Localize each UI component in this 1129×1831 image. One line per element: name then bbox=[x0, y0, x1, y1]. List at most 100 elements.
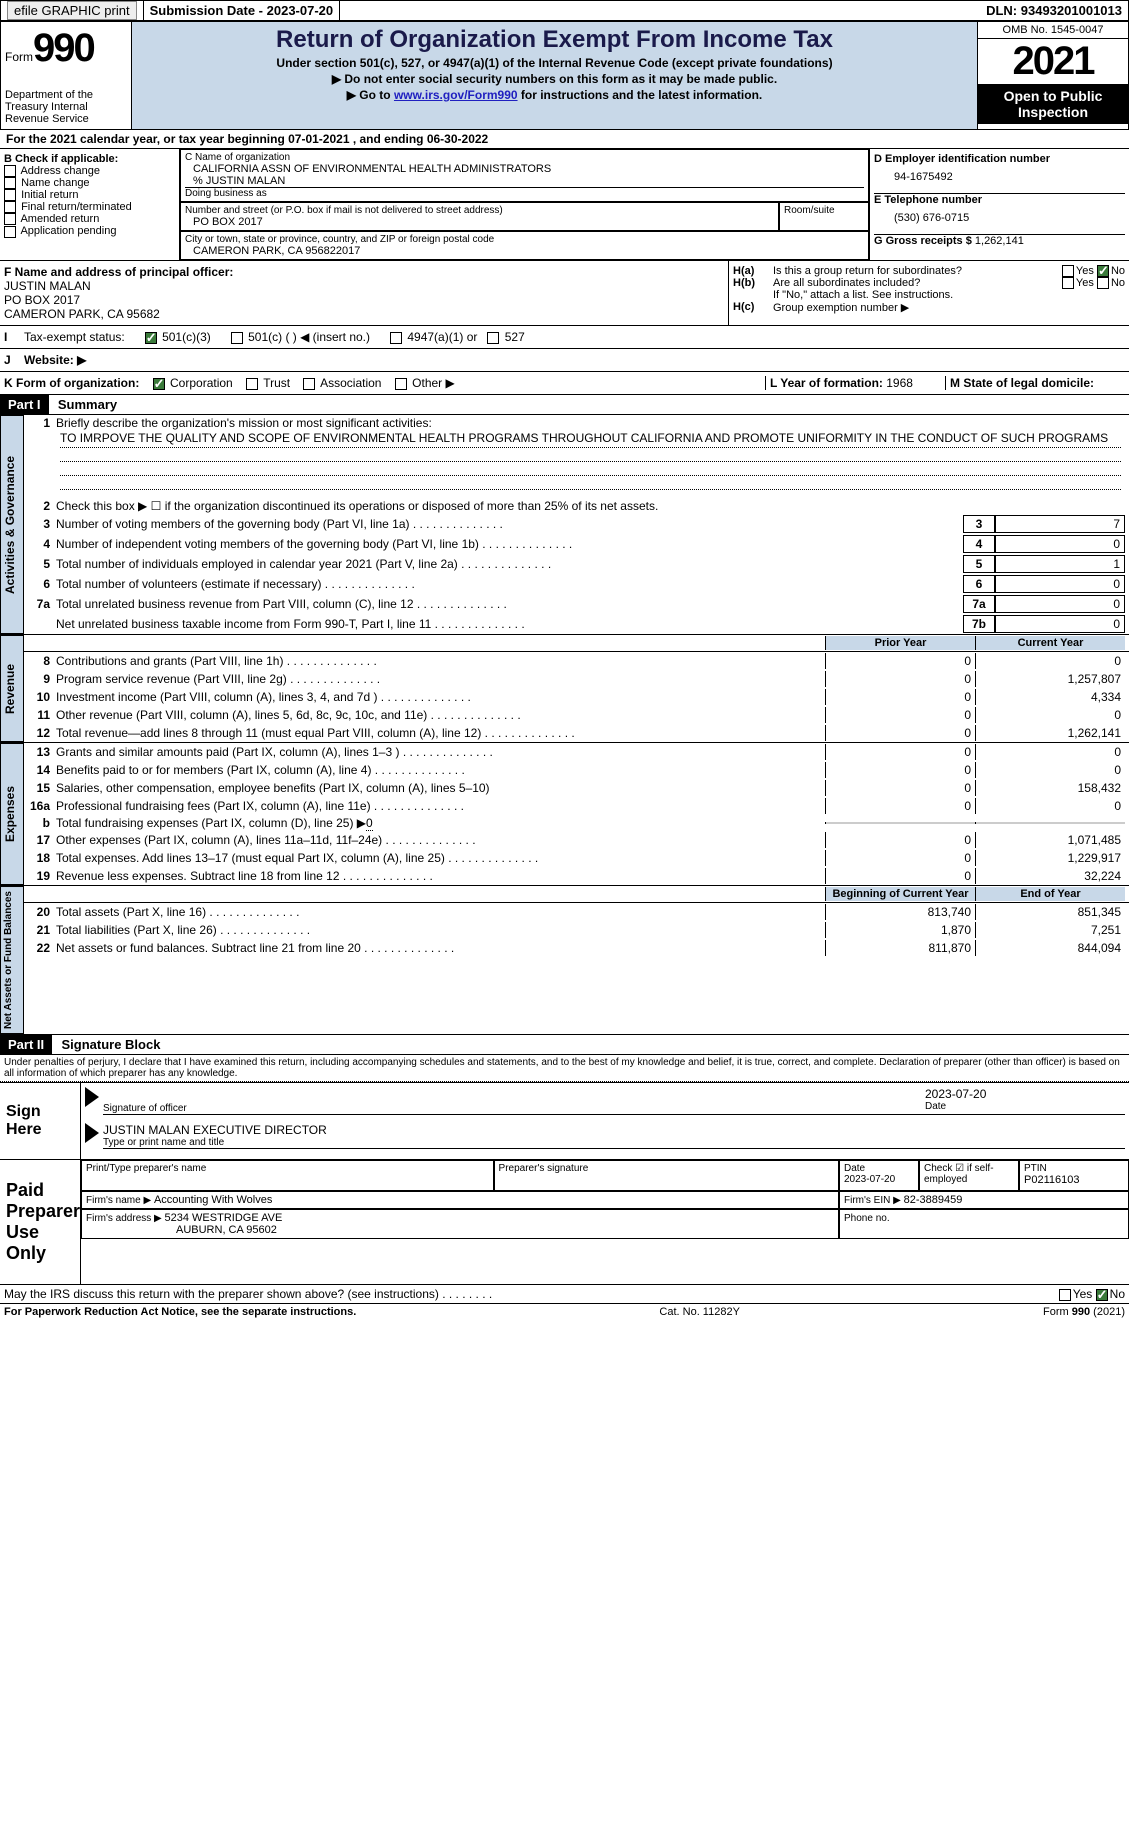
tax-year: 2021 bbox=[978, 39, 1128, 84]
cb-4947[interactable] bbox=[390, 332, 402, 344]
l7a-val: 0 bbox=[995, 595, 1125, 613]
label-website: Website: ▶ bbox=[24, 353, 86, 367]
box-b-label: B Check if applicable: bbox=[4, 153, 175, 165]
label-self-emp: Check ☑ if self-employed bbox=[924, 1163, 1014, 1185]
hdr-end: End of Year bbox=[975, 887, 1125, 901]
box-d-e-g: D Employer identification number 94-1675… bbox=[869, 149, 1129, 260]
l17-desc: Other expenses (Part IX, column (A), lin… bbox=[56, 833, 825, 847]
box-f: F Name and address of principal officer:… bbox=[0, 261, 729, 325]
form-title: Return of Organization Exempt From Incom… bbox=[136, 26, 973, 54]
year-formation: 1968 bbox=[886, 376, 913, 390]
l8-desc: Contributions and grants (Part VIII, lin… bbox=[56, 654, 825, 668]
efile-print: efile GRAPHIC print bbox=[1, 1, 144, 20]
label-print-name: Type or print name and title bbox=[103, 1137, 1125, 1148]
gross-receipts: 1,262,141 bbox=[975, 235, 1024, 247]
prep-date: 2023-07-20 bbox=[844, 1174, 914, 1185]
subtitle-2: Do not enter social security numbers on … bbox=[136, 72, 973, 86]
l21-desc: Total liabilities (Part X, line 26) bbox=[56, 923, 825, 937]
line-a: For the 2021 calendar year, or tax year … bbox=[0, 130, 1129, 149]
submission-date: Submission Date - 2023-07-20 bbox=[144, 1, 341, 20]
discuss-no[interactable] bbox=[1096, 1289, 1108, 1301]
f-h-block: F Name and address of principal officer:… bbox=[0, 261, 1129, 326]
l8-prior: 0 bbox=[825, 653, 975, 669]
entity-block: B Check if applicable: Address change Na… bbox=[0, 149, 1129, 261]
label-ptin: PTIN bbox=[1024, 1163, 1124, 1174]
l6-desc: Total number of volunteers (estimate if … bbox=[56, 577, 963, 591]
l3-desc: Number of voting members of the governin… bbox=[56, 517, 963, 531]
cb-other[interactable] bbox=[395, 378, 407, 390]
l14-curr: 0 bbox=[975, 762, 1125, 778]
hdr-current: Current Year bbox=[975, 636, 1125, 650]
cb-corp[interactable] bbox=[153, 378, 165, 390]
h-a-no[interactable] bbox=[1097, 265, 1109, 277]
section-revenue: Revenue Prior YearCurrent Year 8Contribu… bbox=[0, 635, 1129, 743]
label-sig-date: Date bbox=[925, 1101, 1125, 1112]
pra-notice: For Paperwork Reduction Act Notice, see … bbox=[4, 1306, 356, 1318]
l12-curr: 1,262,141 bbox=[975, 725, 1125, 741]
cb-501c3[interactable] bbox=[145, 332, 157, 344]
h-b-note: If "No," attach a list. See instructions… bbox=[733, 289, 1125, 301]
l22-beg: 811,870 bbox=[825, 940, 975, 956]
triangle-icon bbox=[85, 1087, 99, 1107]
cb-assoc[interactable] bbox=[303, 378, 315, 390]
l15-curr: 158,432 bbox=[975, 780, 1125, 796]
label-sig-officer: Signature of officer bbox=[103, 1103, 925, 1114]
l8-curr: 0 bbox=[975, 653, 1125, 669]
l18-curr: 1,229,917 bbox=[975, 850, 1125, 866]
triangle-icon bbox=[85, 1123, 99, 1143]
efile-btn[interactable]: efile GRAPHIC print bbox=[7, 1, 137, 20]
officer-name: JUSTIN MALAN bbox=[4, 279, 724, 293]
cb-initial-return[interactable]: Initial return bbox=[4, 189, 175, 201]
cb-trust[interactable] bbox=[246, 378, 258, 390]
label-officer: F Name and address of principal officer: bbox=[4, 265, 724, 279]
l5-val: 1 bbox=[995, 555, 1125, 573]
label-org-name: C Name of organization bbox=[185, 152, 864, 163]
label-prep-sig: Preparer's signature bbox=[499, 1163, 834, 1174]
part2-num: Part II bbox=[0, 1035, 52, 1054]
cb-amended-return[interactable]: Amended return bbox=[4, 213, 175, 225]
l9-desc: Program service revenue (Part VIII, line… bbox=[56, 672, 825, 686]
label-dba: Doing business as bbox=[185, 188, 864, 199]
h-c-label: Group exemption number ▶ bbox=[773, 301, 909, 314]
subtitle-3: Go to www.irs.gov/Form990 for instructio… bbox=[136, 88, 973, 102]
h-b-yes[interactable] bbox=[1062, 277, 1074, 289]
officer-addr1: PO BOX 2017 bbox=[4, 293, 724, 307]
l16b-val: 0 bbox=[366, 816, 373, 831]
l19-desc: Revenue less expenses. Subtract line 18 … bbox=[56, 869, 825, 883]
h-a-yes[interactable] bbox=[1062, 265, 1074, 277]
cb-527[interactable] bbox=[487, 332, 499, 344]
label-firm-addr: Firm's address ▶ bbox=[86, 1213, 165, 1224]
cb-name-change[interactable]: Name change bbox=[4, 177, 175, 189]
cb-app-pending[interactable]: Application pending bbox=[4, 225, 175, 237]
l16a-desc: Professional fundraising fees (Part IX, … bbox=[56, 799, 825, 813]
firm-addr1: 5234 WESTRIDGE AVE bbox=[165, 1212, 283, 1224]
cb-address-change[interactable]: Address change bbox=[4, 165, 175, 177]
open-public: Open to Public Inspection bbox=[978, 84, 1128, 124]
label-firm-name: Firm's name ▶ bbox=[86, 1195, 154, 1206]
l13-prior: 0 bbox=[825, 744, 975, 760]
l15-desc: Salaries, other compensation, employee b… bbox=[56, 781, 825, 795]
title-box: Return of Organization Exempt From Incom… bbox=[131, 22, 978, 129]
discuss-yes[interactable] bbox=[1059, 1289, 1071, 1301]
topbar: efile GRAPHIC print Submission Date - 20… bbox=[0, 0, 1129, 21]
cat-no: Cat. No. 11282Y bbox=[659, 1306, 740, 1318]
l11-curr: 0 bbox=[975, 707, 1125, 723]
cb-final-return[interactable]: Final return/terminated bbox=[4, 201, 175, 213]
label-tax-status: Tax-exempt status: bbox=[24, 330, 125, 344]
cb-501c[interactable] bbox=[231, 332, 243, 344]
l16a-curr: 0 bbox=[975, 798, 1125, 814]
label-firm-phone: Phone no. bbox=[844, 1213, 890, 1224]
irs-link[interactable]: www.irs.gov/Form990 bbox=[394, 88, 518, 102]
l13-desc: Grants and similar amounts paid (Part IX… bbox=[56, 745, 825, 759]
l17-prior: 0 bbox=[825, 832, 975, 848]
l12-prior: 0 bbox=[825, 725, 975, 741]
year-box: OMB No. 1545-0047 2021 Open to Public In… bbox=[978, 22, 1128, 129]
section-expenses: Expenses 13Grants and similar amounts pa… bbox=[0, 743, 1129, 886]
l14-desc: Benefits paid to or for members (Part IX… bbox=[56, 763, 825, 777]
l21-beg: 1,870 bbox=[825, 922, 975, 938]
l14-prior: 0 bbox=[825, 762, 975, 778]
dln: DLN: 93493201001013 bbox=[980, 1, 1128, 20]
l9-curr: 1,257,807 bbox=[975, 671, 1125, 687]
q1-label: Briefly describe the organization's miss… bbox=[56, 416, 1125, 430]
l19-curr: 32,224 bbox=[975, 868, 1125, 884]
